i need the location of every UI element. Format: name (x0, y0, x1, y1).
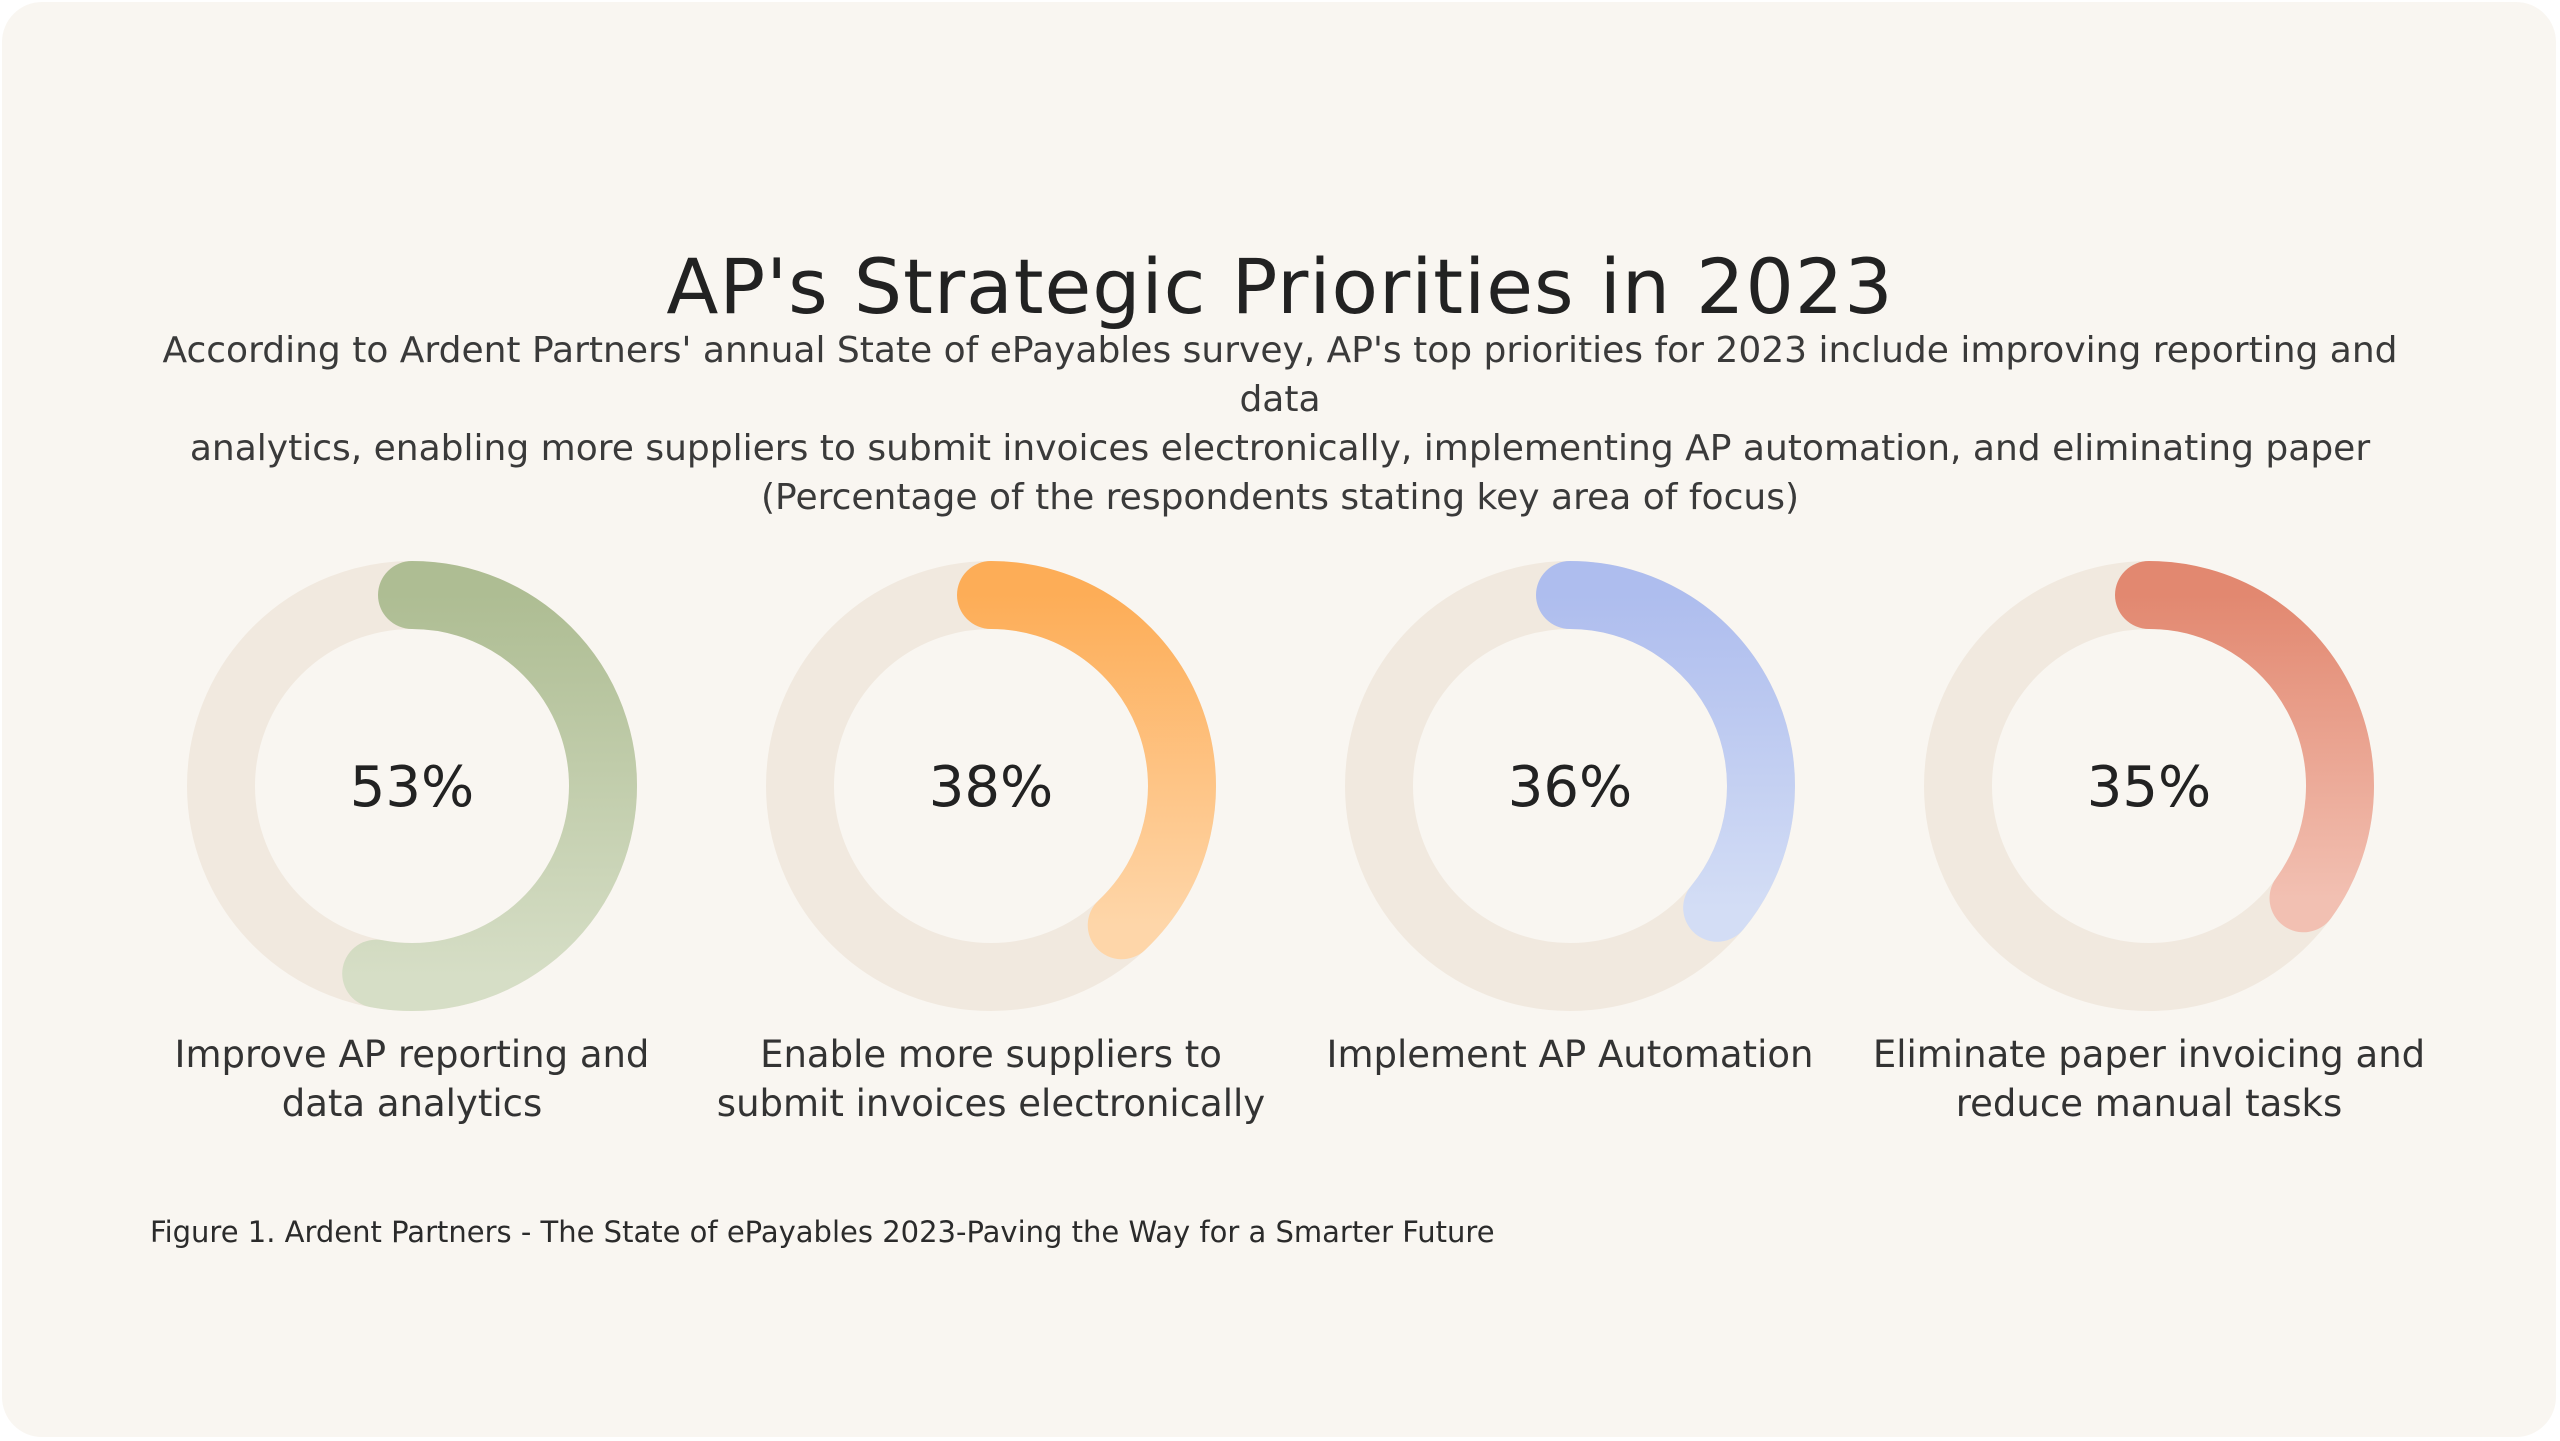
subtitle-line: (Percentage of the respondents stating k… (760, 477, 1799, 518)
figure-caption: Figure 1. Ardent Partners - The State of… (150, 1215, 1495, 1249)
donut-category-label: Eliminate paper invoicing and reduce manu… (1839, 1030, 2459, 1128)
donut-value-arc (957, 561, 1216, 960)
donut-value-label: 38% (929, 755, 1053, 820)
donut-category-label: Improve AP reporting and data analytics (102, 1030, 722, 1128)
donut-value-label: 53% (350, 755, 474, 820)
donut-category-label: Implement AP Automation (1260, 1030, 1880, 1079)
chart-title: AP's Strategic Priorities in 2023 (666, 241, 1894, 331)
donut-category-label: Enable more suppliers to submit invoices … (681, 1030, 1301, 1128)
donut-category-label-line: Implement AP Automation (1326, 1033, 1814, 1076)
subtitle-line: analytics, enabling more suppliers to su… (189, 428, 2371, 469)
subtitle-line: According to Ardent Partners' annual Sta… (162, 330, 2398, 420)
donut-value-arc (342, 561, 637, 1011)
chart-subtitle: According to Ardent Partners' annual Sta… (150, 326, 2410, 522)
donut-value-label: 36% (1508, 755, 1632, 820)
donut-category-label-line: Improve AP reporting and (174, 1033, 650, 1076)
donut-category-label-line: Eliminate paper invoicing and (1872, 1033, 2426, 1076)
donut-category-label-line: Enable more suppliers to (760, 1033, 1222, 1076)
donut-category-label-line: data analytics (281, 1082, 543, 1125)
donut-value-arc (1536, 561, 1795, 942)
donut-category-label-line: reduce manual tasks (1955, 1082, 2343, 1125)
donut-category-label-line: submit invoices electronically (716, 1082, 1266, 1125)
donut-value-label: 35% (2087, 755, 2211, 820)
donut-value-arc (2115, 561, 2374, 933)
